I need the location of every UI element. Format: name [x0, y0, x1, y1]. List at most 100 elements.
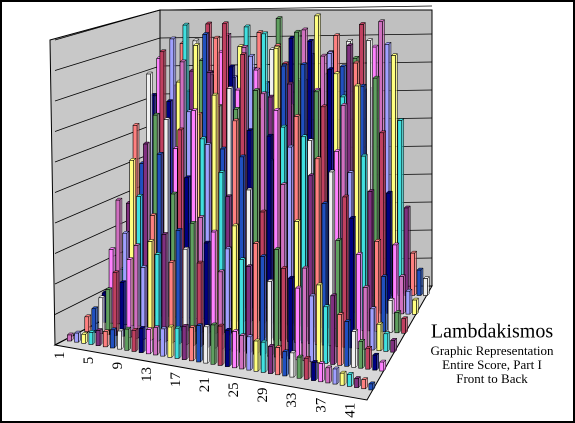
bar: [174, 325, 182, 360]
bar: [239, 333, 247, 370]
bar: [131, 327, 139, 353]
bar-front: [318, 363, 323, 383]
bar: [95, 327, 103, 347]
bar: [339, 370, 347, 386]
bar: [119, 280, 127, 338]
bar-front: [239, 335, 244, 370]
bar: [138, 325, 146, 354]
bar: [422, 275, 430, 297]
bar-front: [110, 329, 115, 349]
bar: [315, 282, 324, 364]
bar-front: [224, 329, 230, 367]
bar-side: [116, 270, 120, 337]
bar-front: [416, 269, 422, 296]
bar: [231, 328, 240, 369]
bar-side: [200, 323, 203, 363]
bar: [344, 318, 352, 367]
subtitle-line: Entire Score, Part I: [442, 357, 542, 372]
bar: [351, 328, 359, 368]
bar-front: [282, 351, 287, 377]
bar: [355, 251, 363, 350]
bar-front: [354, 378, 359, 388]
bar: [260, 339, 268, 374]
bar: [66, 332, 74, 342]
bar-front: [232, 331, 237, 369]
grid-line: [54, 37, 161, 71]
bar-front: [390, 340, 395, 353]
bar: [416, 267, 424, 297]
bar-front: [275, 347, 280, 376]
bars: [66, 13, 430, 391]
bar-side: [193, 324, 196, 362]
bar-front: [174, 327, 180, 359]
bar-front: [365, 347, 370, 370]
x-tick-label: 37: [313, 397, 329, 413]
bar: [394, 309, 402, 334]
bar: [372, 352, 380, 371]
bar-side: [121, 328, 124, 350]
bar: [73, 330, 82, 343]
bar: [154, 251, 162, 342]
bar: [287, 275, 296, 360]
bar: [361, 377, 369, 390]
bar: [368, 381, 376, 391]
bar: [289, 350, 297, 378]
bar-front: [102, 331, 108, 348]
x-tick-label: 1: [52, 352, 68, 360]
bar: [398, 274, 406, 315]
bar: [376, 321, 384, 352]
bar: [273, 246, 281, 358]
bar-front: [74, 332, 79, 343]
bar-front: [131, 329, 137, 352]
bar-front: [361, 379, 366, 390]
bar: [81, 331, 89, 344]
bar-side: [150, 326, 153, 355]
bar-front: [153, 327, 158, 356]
bar: [126, 257, 134, 338]
x-axis: 1 5 9 13 17 21 25 29 33 37 41: [52, 352, 358, 418]
bar: [147, 238, 155, 341]
bar: [403, 205, 411, 297]
grid-line: [54, 65, 161, 102]
bar: [224, 327, 232, 368]
x-tick-label: 9: [110, 362, 126, 370]
bar: [188, 324, 196, 362]
x-tick-label: 17: [168, 372, 184, 388]
bar-side: [114, 327, 117, 349]
bar: [383, 331, 391, 353]
x-tick-label: 41: [342, 403, 358, 418]
bar-side: [130, 257, 134, 338]
bar-front: [288, 277, 293, 360]
bar-front: [344, 321, 349, 367]
subtitle-line: Front to Back: [456, 371, 528, 386]
x-tick-label: 25: [226, 382, 242, 397]
bar-side: [142, 325, 146, 354]
bar-side: [164, 326, 167, 357]
x-tick-label: 21: [197, 377, 213, 392]
bar-front: [281, 268, 286, 359]
bar: [102, 329, 110, 348]
bar-side: [221, 323, 225, 367]
bar-front: [369, 308, 375, 351]
bar-front: [91, 308, 97, 333]
bar-front: [119, 282, 125, 337]
bar-front: [302, 267, 307, 362]
bar-front: [81, 333, 86, 344]
bar: [203, 324, 211, 364]
bar-side: [250, 334, 254, 371]
bar: [210, 322, 218, 365]
bar: [369, 306, 377, 351]
bar-side: [106, 329, 110, 348]
chart-title: Lambdakismos: [431, 321, 553, 343]
bar-side: [137, 243, 141, 339]
bar-front: [405, 290, 411, 315]
bar-front: [332, 368, 338, 385]
bar-front: [246, 336, 252, 371]
bar: [405, 288, 413, 315]
bar-front: [362, 287, 368, 350]
bar: [329, 293, 338, 366]
bar: [303, 355, 311, 381]
bar-front: [124, 328, 130, 351]
bar-front: [379, 361, 385, 372]
bar: [294, 285, 303, 361]
